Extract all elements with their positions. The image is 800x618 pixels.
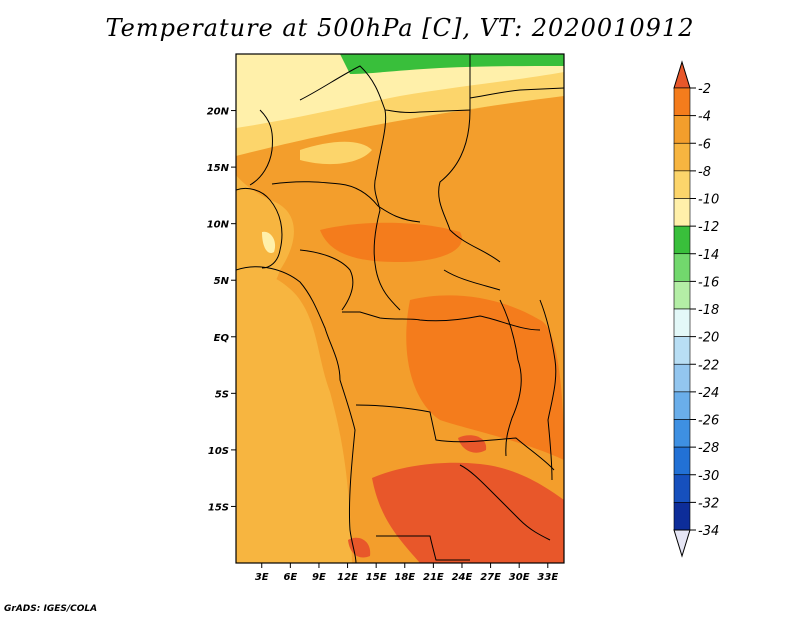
lat-tick-label: 10S: [208, 446, 229, 457]
colorbar-swatch: [673, 336, 691, 365]
field-pale-patch: [262, 231, 276, 254]
longitude-axis: 3E 6E 9E 12E 15E 18E 21E 24E 27E 30E 33E: [255, 563, 558, 583]
lon-tick-label: 30E: [509, 572, 530, 583]
lon-tick-label: 12E: [337, 572, 358, 583]
lat-tick-label: 15S: [208, 502, 229, 513]
colorbar-label: -30: [698, 469, 719, 484]
colorbar-swatch: [673, 170, 691, 199]
colorbar-label: -24: [698, 386, 719, 401]
colorbar-label: -14: [698, 248, 719, 263]
lat-tick-label: EQ: [214, 333, 230, 344]
colorbar-swatch: [673, 308, 691, 337]
colorbar-label: -4: [698, 110, 711, 125]
field-yellow-patch: [300, 141, 372, 165]
lat-tick-label: 5N: [214, 276, 230, 287]
grads-credit: GrADS: IGES/COLA: [4, 604, 98, 614]
field-dark-orange-north: [320, 222, 462, 262]
lon-tick-label: 9E: [312, 572, 326, 583]
field-pale-band: [236, 54, 564, 128]
latitude-axis: 20N 15N 10N 5N EQ 5S 10S 15S: [207, 107, 236, 513]
colorbar-label: -18: [698, 303, 719, 318]
colorbar-swatch: [673, 115, 691, 144]
colorbar-label: -32: [698, 496, 719, 511]
colorbar-swatch: [673, 281, 691, 310]
colorbar-swatch: [673, 502, 691, 531]
lon-tick-label: 33E: [537, 572, 558, 583]
lon-tick-label: 6E: [283, 572, 297, 583]
field-red-orange-patch: [458, 435, 487, 453]
colorbar-swatch: [673, 198, 691, 227]
colorbar-bottom-arrow: [673, 529, 691, 558]
lon-tick-label: 21E: [423, 572, 444, 583]
colorbar-label: -34: [698, 524, 719, 539]
colorbar-swatch: [673, 474, 691, 503]
lat-tick-label: 5S: [215, 389, 229, 400]
lon-tick-label: 24E: [452, 572, 473, 583]
colorbar-label: -20: [698, 331, 719, 346]
lat-tick-label: 20N: [207, 107, 230, 118]
lon-tick-label: 18E: [394, 572, 415, 583]
colorbar: -2 -4 -6 -8 -10 -12 -14 -16 -18 -20 -22 -24 -26 -28 -3…: [673, 60, 719, 558]
colorbar-label: -16: [698, 275, 719, 290]
colorbar-label: -8: [698, 165, 711, 180]
lon-tick-label: 3E: [255, 572, 269, 583]
field-green-band: [340, 54, 564, 74]
field-red-orange-patch2: [348, 537, 371, 558]
field-dark-orange-east: [406, 295, 564, 460]
lat-tick-label: 10N: [207, 220, 230, 231]
field-lighter-west: [236, 267, 352, 563]
country-borders: [236, 54, 564, 563]
colorbar-top-arrow: [673, 60, 691, 89]
lon-tick-label: 15E: [366, 572, 387, 583]
colorbar-label: -6: [698, 137, 711, 152]
temperature-field: [236, 54, 564, 563]
colorbar-swatch: [673, 419, 691, 448]
map-frame: [235, 53, 565, 564]
map-title: Temperature at 500hPa [C], VT: 202001091…: [105, 14, 695, 42]
colorbar-label: -10: [698, 193, 719, 208]
colorbar-swatch: [673, 87, 691, 116]
colorbar-swatch: [673, 363, 691, 393]
field-red-orange-south: [372, 462, 564, 563]
lon-tick-label: 27E: [480, 572, 501, 583]
colorbar-label: -26: [698, 414, 719, 429]
colorbar-label: -12: [698, 220, 719, 235]
colorbar-label: -28: [698, 441, 719, 456]
colorbar-label: -22: [698, 358, 719, 373]
colorbar-swatch: [673, 391, 691, 420]
colorbar-swatch: [673, 225, 691, 255]
colorbar-swatch: [673, 142, 691, 172]
colorbar-label: -2: [698, 82, 711, 97]
lat-tick-label: 15N: [207, 163, 230, 174]
colorbar-swatch: [673, 446, 691, 476]
colorbar-swatch: [673, 253, 691, 282]
